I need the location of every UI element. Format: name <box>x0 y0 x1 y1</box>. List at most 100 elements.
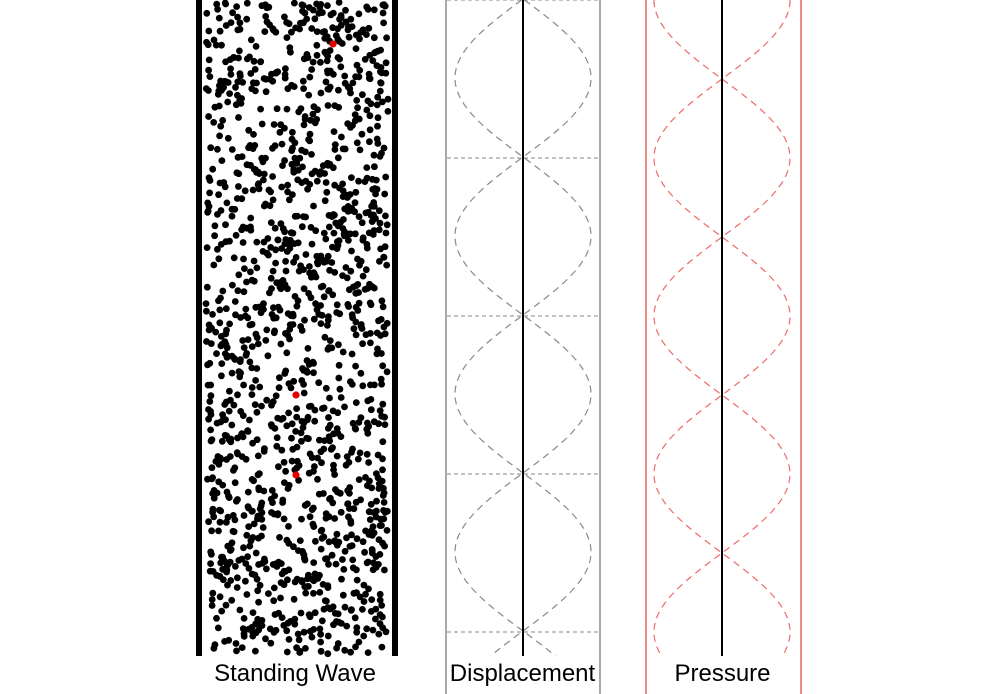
particle <box>286 44 294 52</box>
particle <box>282 330 289 337</box>
particle <box>340 566 348 573</box>
particle <box>278 183 286 191</box>
particle <box>355 289 362 296</box>
particle <box>347 648 354 656</box>
particle <box>213 0 221 8</box>
particle <box>356 146 364 154</box>
particle <box>352 45 360 52</box>
particle <box>359 606 366 613</box>
particle <box>294 630 302 638</box>
particle <box>281 124 288 132</box>
particle <box>359 91 366 99</box>
particle <box>217 456 225 463</box>
particle <box>252 303 260 311</box>
particle <box>254 512 262 520</box>
particle <box>338 133 345 141</box>
particle <box>316 436 323 444</box>
particle <box>298 437 305 445</box>
particle <box>380 144 388 152</box>
particle <box>302 589 310 597</box>
particle <box>291 139 299 147</box>
particle <box>279 496 287 504</box>
particle <box>294 297 302 305</box>
particle <box>226 387 233 395</box>
particle <box>275 463 282 471</box>
particle <box>247 70 255 77</box>
particle <box>355 213 363 221</box>
particle <box>376 596 384 604</box>
particle <box>236 72 244 80</box>
particle <box>283 34 291 41</box>
particle <box>274 303 282 311</box>
particle <box>379 400 387 408</box>
particle <box>293 302 301 310</box>
particle <box>264 352 272 360</box>
particle <box>362 331 370 339</box>
tube-left-wall <box>196 0 202 656</box>
particle <box>292 254 300 261</box>
particle <box>283 627 291 635</box>
particle <box>352 318 360 326</box>
particle <box>317 448 325 456</box>
particle <box>277 594 284 602</box>
particle <box>366 112 374 120</box>
particle <box>217 207 225 214</box>
displacement-envelope-right <box>454 0 592 657</box>
particle <box>229 9 237 17</box>
particle <box>231 479 239 487</box>
particle <box>225 407 233 415</box>
particle <box>224 98 232 106</box>
particle <box>372 176 380 184</box>
particle <box>370 529 378 537</box>
particle <box>246 416 253 424</box>
particle <box>374 345 381 353</box>
particle <box>299 548 306 555</box>
particle <box>224 134 232 142</box>
particle <box>369 231 377 238</box>
particle <box>367 608 375 615</box>
particle <box>269 398 277 406</box>
particle <box>308 633 316 641</box>
particle <box>243 591 251 598</box>
particle <box>253 238 261 246</box>
particle <box>368 596 376 603</box>
particle <box>341 145 349 153</box>
standing-wave-label: Standing Wave <box>214 660 376 687</box>
particle <box>352 362 359 370</box>
particle <box>313 51 321 59</box>
particle <box>376 620 384 628</box>
particle <box>360 632 368 640</box>
particle <box>325 560 332 568</box>
particle <box>248 364 256 372</box>
particle <box>305 361 313 368</box>
particle <box>360 581 368 589</box>
particle <box>358 219 366 227</box>
particle <box>311 570 319 578</box>
particle <box>379 303 387 311</box>
particle <box>240 344 248 351</box>
particle <box>245 523 253 530</box>
particle <box>284 576 291 584</box>
particle <box>363 3 371 11</box>
particle <box>355 476 363 483</box>
particle <box>376 219 384 227</box>
particle <box>243 278 250 286</box>
particle <box>329 291 337 299</box>
particle <box>218 360 226 367</box>
particle <box>218 157 226 165</box>
particle <box>361 56 369 63</box>
particle <box>350 505 358 513</box>
particle <box>283 349 291 357</box>
particle <box>332 560 340 568</box>
particle <box>364 558 372 566</box>
particle <box>258 120 266 128</box>
particle <box>360 598 368 605</box>
particle <box>240 381 248 389</box>
particle <box>238 555 246 563</box>
particle <box>262 88 270 96</box>
particle <box>378 297 386 305</box>
particle <box>212 328 220 336</box>
particle <box>364 397 372 405</box>
particle <box>302 213 309 221</box>
particle <box>234 91 241 99</box>
